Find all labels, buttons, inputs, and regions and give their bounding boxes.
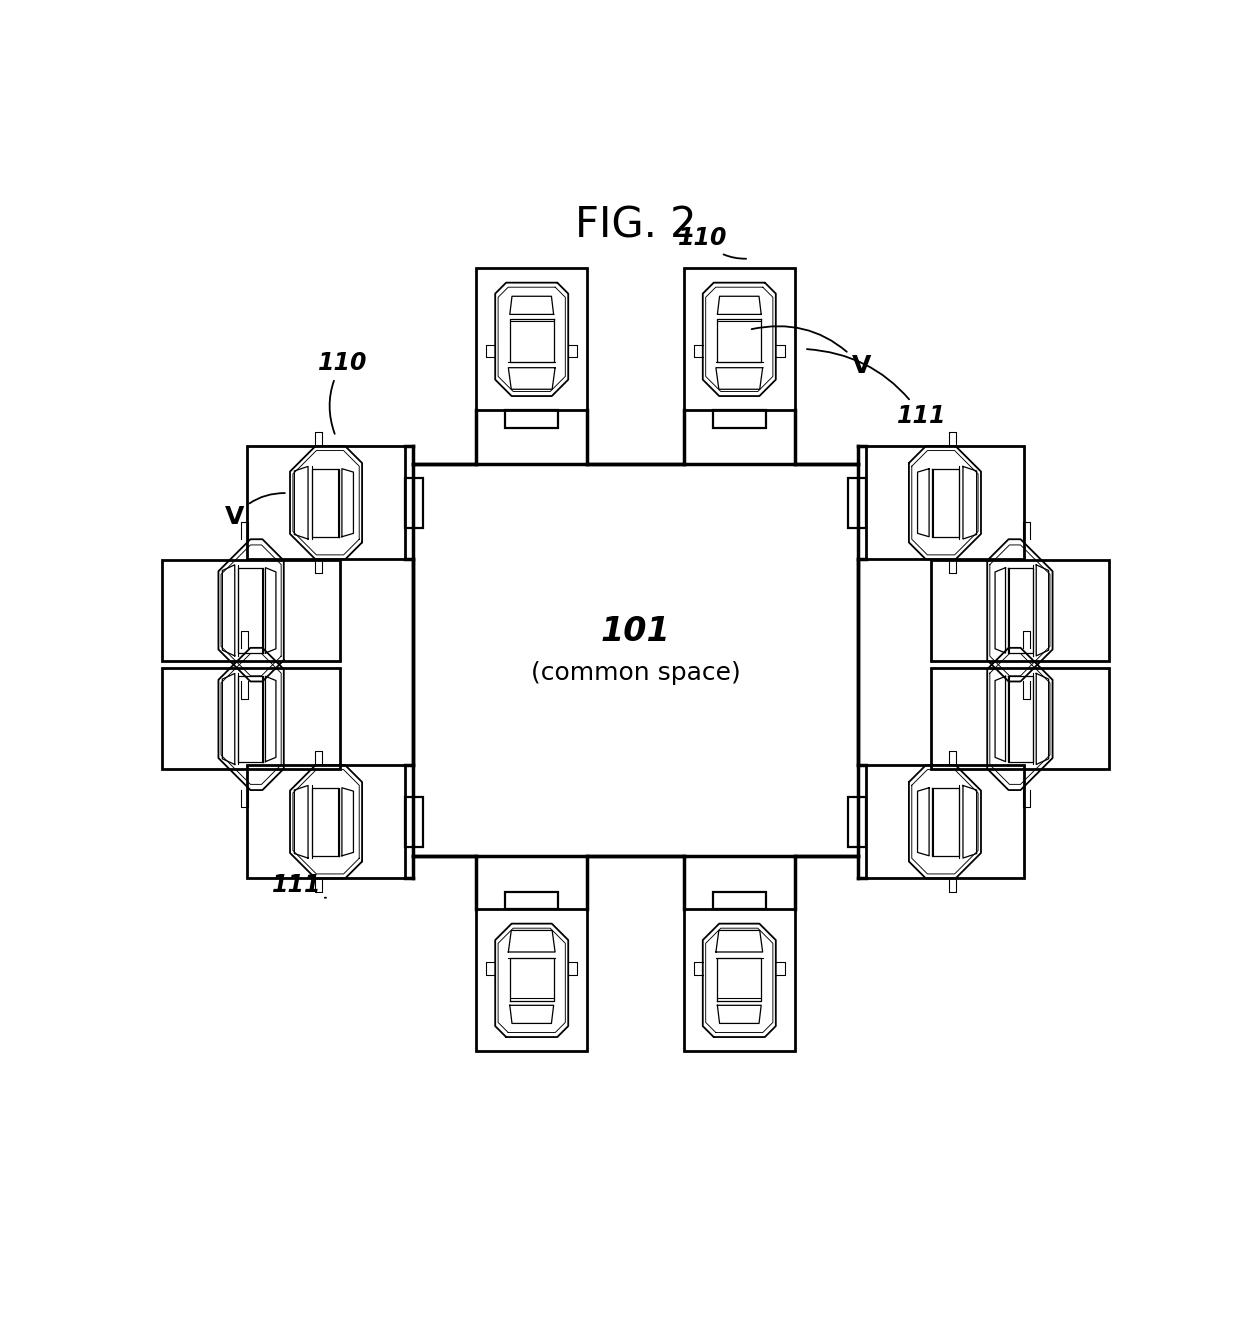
Text: 101: 101: [600, 615, 671, 648]
Bar: [684, 268, 795, 410]
Text: FIG. 2: FIG. 2: [575, 204, 696, 247]
Text: 110: 110: [678, 227, 746, 259]
Bar: [848, 797, 866, 847]
Bar: [713, 410, 766, 427]
Bar: [505, 892, 558, 909]
Text: 110: 110: [317, 351, 367, 434]
Bar: [713, 892, 766, 909]
Bar: [684, 909, 795, 1051]
Text: 111: 111: [273, 873, 326, 898]
Bar: [931, 669, 1109, 769]
Bar: [866, 446, 1024, 559]
Bar: [866, 765, 1024, 878]
Bar: [162, 559, 340, 661]
Text: V: V: [751, 326, 870, 379]
Bar: [247, 765, 405, 878]
Bar: [931, 559, 1109, 661]
Bar: [848, 477, 866, 528]
Bar: [247, 446, 405, 559]
Text: V: V: [226, 493, 285, 529]
Bar: [162, 669, 340, 769]
Bar: [405, 797, 423, 847]
Bar: [476, 268, 587, 410]
Bar: [505, 410, 558, 427]
Text: (common space): (common space): [531, 661, 740, 685]
Bar: [476, 909, 587, 1051]
Text: 111: 111: [807, 350, 946, 429]
Bar: [405, 477, 423, 528]
Bar: [413, 464, 858, 856]
